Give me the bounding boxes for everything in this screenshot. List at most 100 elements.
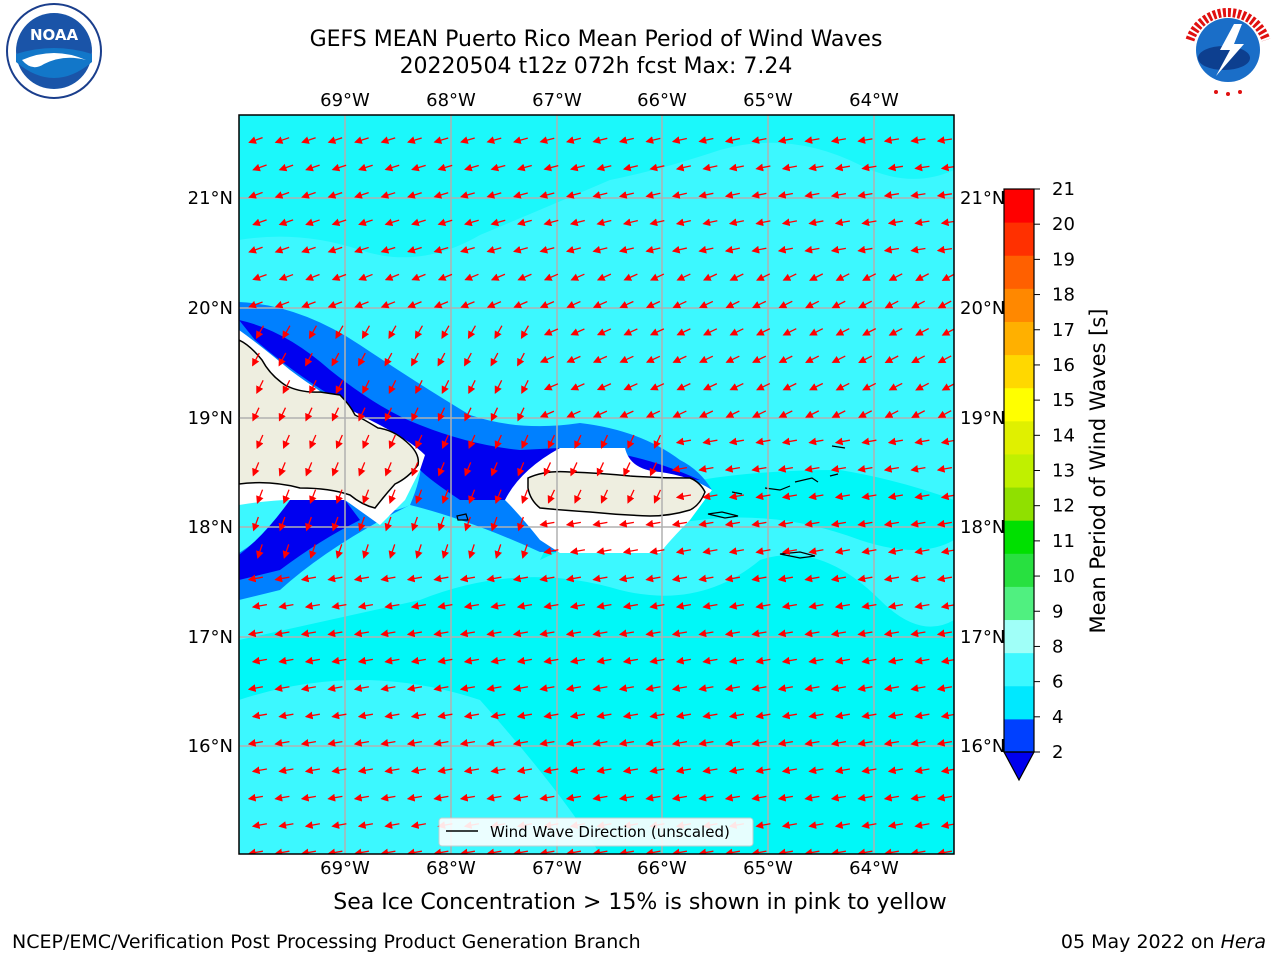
wave-direction-arrow	[857, 739, 873, 747]
wave-direction-arrow	[777, 848, 794, 854]
lon-label-top: 67°W	[532, 90, 582, 111]
wave-direction-arrow	[910, 848, 926, 854]
wave-direction-arrow	[410, 711, 427, 720]
wave-direction-arrow	[305, 218, 320, 227]
wave-direction-arrow	[570, 462, 578, 477]
wave-direction-arrow	[884, 410, 899, 418]
wave-direction-arrow	[358, 163, 373, 172]
wave-direction-arrow	[936, 465, 953, 473]
wave-direction-arrow	[252, 407, 260, 422]
wave-direction-arrow	[278, 352, 287, 367]
wave-direction-arrow	[353, 793, 370, 802]
wave-direction-arrow	[486, 136, 502, 144]
wave-direction-arrow	[834, 821, 851, 829]
wave-direction-arrow	[282, 544, 291, 559]
wave-direction-arrow	[569, 602, 586, 610]
wave-direction-arrow	[570, 383, 585, 391]
wave-direction-arrow	[358, 273, 373, 281]
colorbar-under-triangle	[1002, 751, 1036, 782]
wave-direction-arrow	[777, 629, 794, 638]
wave-direction-arrow	[410, 656, 427, 665]
wave-direction-arrow	[675, 547, 692, 555]
wave-direction-arrow	[513, 301, 528, 309]
wave-direction-arrow	[645, 191, 661, 199]
wave-direction-arrow	[433, 848, 449, 854]
wave-direction-arrow	[539, 136, 555, 144]
wave-direction-arrow	[566, 355, 581, 363]
wave-direction-arrow	[724, 574, 741, 583]
wave-direction-arrow	[327, 848, 343, 854]
wave-direction-arrow	[565, 793, 582, 802]
wave-direction-arrow	[618, 739, 635, 747]
wave-direction-arrow	[728, 602, 745, 610]
lat-label-left: 21°N	[188, 188, 233, 209]
wave-direction-arrow	[441, 380, 450, 395]
wave-direction-arrow	[702, 218, 718, 227]
wave-direction-arrow	[592, 739, 608, 747]
wave-direction-arrow	[830, 629, 847, 638]
wave-direction-arrow	[437, 602, 453, 610]
wave-direction-arrow	[274, 848, 290, 854]
wave-direction-arrow	[384, 462, 392, 477]
wave-direction-arrow	[407, 191, 422, 199]
wave-direction-arrow	[565, 629, 582, 638]
wave-direction-arrow	[914, 602, 930, 610]
wave-direction-arrow	[861, 711, 877, 720]
wave-direction-arrow	[698, 136, 714, 144]
wave-direction-arrow	[304, 602, 321, 610]
contour-4-6-center	[540, 470, 954, 560]
wave-direction-arrow	[274, 574, 290, 583]
wave-direction-arrow	[622, 711, 639, 720]
wave-direction-arrow	[857, 848, 873, 854]
wave-direction-arrow	[672, 410, 687, 418]
wave-direction-arrow	[782, 382, 797, 391]
wave-direction-arrow	[618, 136, 634, 144]
wave-direction-arrow	[362, 380, 370, 395]
colorbar-tick-label: 19	[1052, 249, 1075, 270]
wave-direction-arrow	[358, 516, 366, 532]
wave-direction-arrow	[247, 574, 264, 583]
wave-direction-arrow	[645, 410, 661, 418]
wave-direction-arrow	[592, 793, 608, 802]
wave-direction-arrow	[569, 218, 585, 227]
wave-direction-arrow	[282, 489, 290, 504]
wave-direction-arrow	[751, 136, 767, 144]
wave-direction-arrow	[861, 766, 877, 775]
wave-direction-arrow	[380, 793, 396, 802]
wave-direction-arrow	[362, 544, 370, 559]
wave-direction-arrow	[512, 848, 529, 854]
wave-direction-arrow	[884, 300, 899, 309]
wave-direction-arrow	[516, 218, 532, 227]
wave-direction-arrow	[698, 355, 714, 363]
wave-direction-arrow	[861, 821, 877, 829]
wave-direction-arrow	[804, 465, 820, 473]
wave-direction-arrow	[459, 793, 476, 802]
wave-direction-arrow	[543, 766, 559, 775]
wave-direction-arrow	[702, 328, 718, 336]
wave-direction-arrow	[331, 516, 339, 532]
wave-direction-arrow	[649, 383, 665, 391]
wave-direction-arrow	[512, 245, 528, 254]
wave-direction-arrow	[671, 629, 688, 638]
wave-direction-arrow	[433, 739, 449, 747]
wave-direction-arrow	[380, 300, 396, 309]
wave-direction-arrow	[380, 574, 396, 583]
wave-direction-arrow	[464, 516, 472, 532]
wave-direction-arrow	[384, 218, 400, 227]
wave-direction-arrow	[278, 821, 294, 829]
wave-direction-arrow	[724, 465, 741, 473]
wave-direction-arrow	[911, 410, 926, 418]
wave-direction-arrow	[804, 739, 820, 747]
wave-direction-arrow	[357, 602, 374, 610]
wave-direction-arrow	[887, 711, 904, 720]
wave-direction-arrow	[437, 163, 453, 172]
wave-direction-arrow	[464, 273, 479, 281]
wave-direction-arrow	[914, 163, 930, 172]
wave-direction-arrow	[782, 328, 797, 336]
wave-direction-arrow	[464, 218, 479, 227]
wave-direction-arrow	[808, 492, 824, 501]
wave-direction-arrow	[857, 574, 873, 583]
wave-direction-arrow	[486, 739, 502, 747]
wave-direction-arrow	[911, 355, 926, 364]
